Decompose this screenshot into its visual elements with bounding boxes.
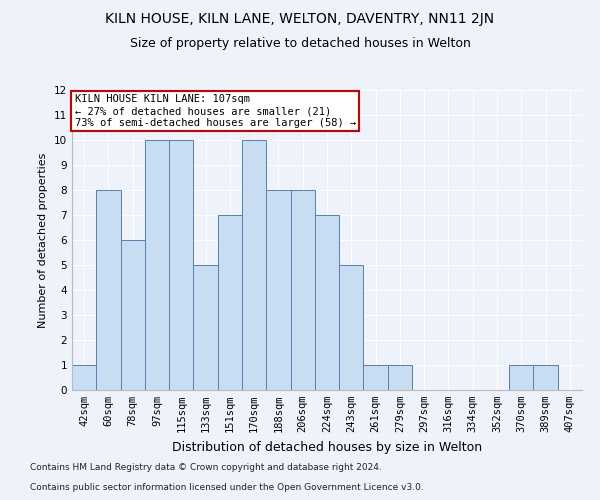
Bar [388, 365, 412, 390]
Bar [169, 140, 193, 390]
Text: Size of property relative to detached houses in Welton: Size of property relative to detached ho… [130, 38, 470, 51]
Bar [533, 365, 558, 390]
Bar [364, 365, 388, 390]
Bar [315, 215, 339, 390]
X-axis label: Distribution of detached houses by size in Welton: Distribution of detached houses by size … [172, 440, 482, 454]
Bar [121, 240, 145, 390]
Text: KILN HOUSE KILN LANE: 107sqm
← 27% of detached houses are smaller (21)
73% of se: KILN HOUSE KILN LANE: 107sqm ← 27% of de… [74, 94, 356, 128]
Bar [193, 265, 218, 390]
Bar [96, 190, 121, 390]
Bar [72, 365, 96, 390]
Bar [145, 140, 169, 390]
Text: Contains public sector information licensed under the Open Government Licence v3: Contains public sector information licen… [30, 484, 424, 492]
Text: KILN HOUSE, KILN LANE, WELTON, DAVENTRY, NN11 2JN: KILN HOUSE, KILN LANE, WELTON, DAVENTRY,… [106, 12, 494, 26]
Bar [218, 215, 242, 390]
Y-axis label: Number of detached properties: Number of detached properties [38, 152, 49, 328]
Bar [290, 190, 315, 390]
Text: Contains HM Land Registry data © Crown copyright and database right 2024.: Contains HM Land Registry data © Crown c… [30, 464, 382, 472]
Bar [266, 190, 290, 390]
Bar [242, 140, 266, 390]
Bar [339, 265, 364, 390]
Bar [509, 365, 533, 390]
